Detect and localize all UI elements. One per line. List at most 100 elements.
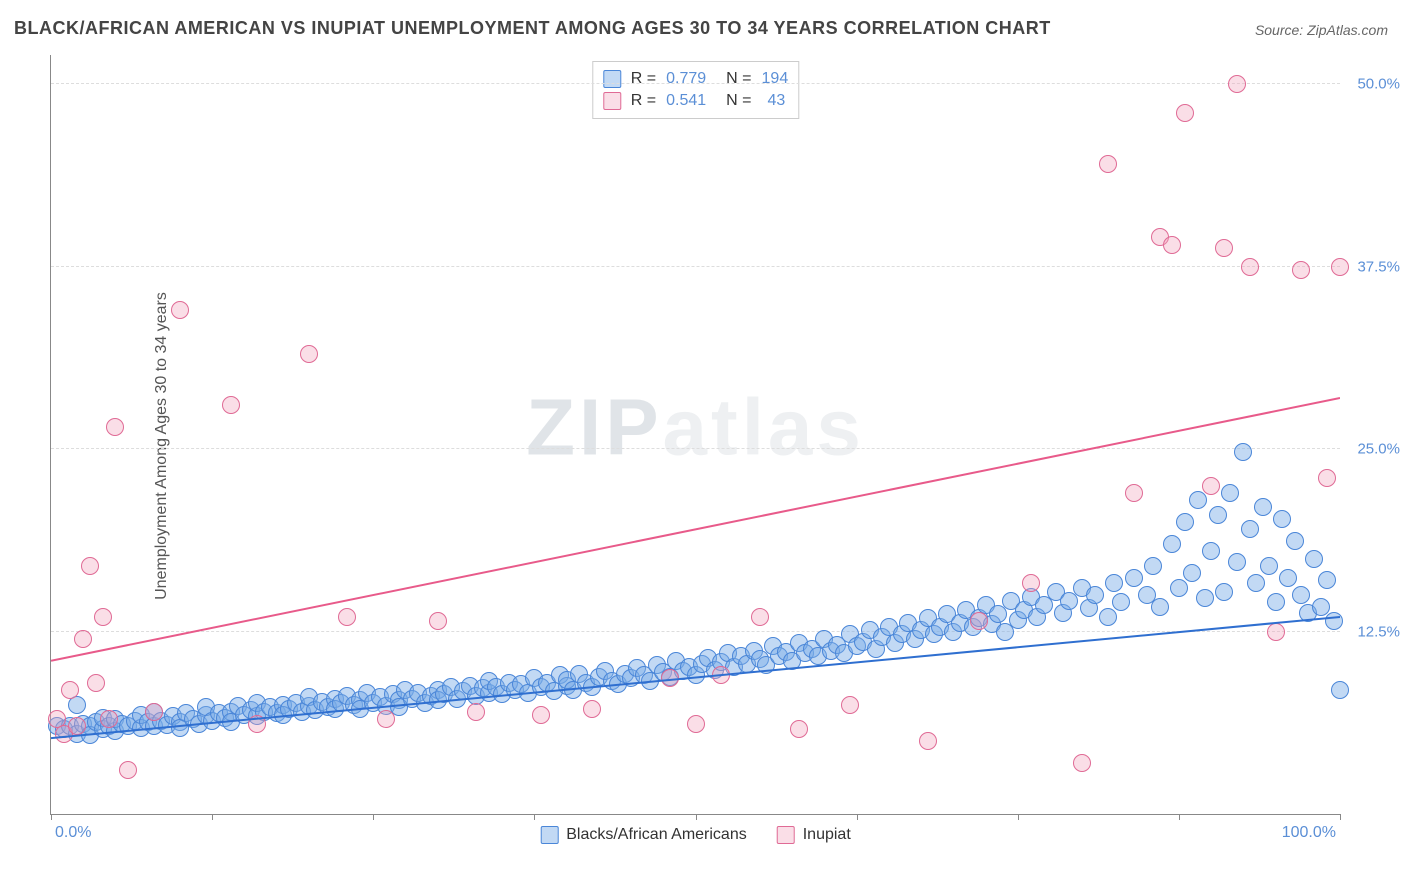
data-point [1151,598,1169,616]
data-point [94,608,112,626]
data-point [1292,261,1310,279]
n-value-1: 194 [762,70,789,88]
data-point [1331,681,1349,699]
data-point [1221,484,1239,502]
data-point [1176,513,1194,531]
data-point [1215,583,1233,601]
legend-label-2: Inupiat [803,826,851,844]
y-tick-label: 12.5% [1357,623,1400,640]
y-tick-label: 37.5% [1357,258,1400,275]
data-point [1105,574,1123,592]
data-point [429,612,447,630]
data-point [661,669,679,687]
data-point [919,732,937,750]
data-point [1247,574,1265,592]
data-point [583,700,601,718]
data-point [1234,443,1252,461]
n-label-1: N = [726,70,751,88]
x-tick [373,814,374,820]
x-tick [534,814,535,820]
r-value-2: 0.541 [666,92,706,110]
x-axis-max-label: 100.0% [1282,824,1336,842]
data-point [1189,491,1207,509]
data-point [1267,623,1285,641]
x-tick [1018,814,1019,820]
data-point [81,557,99,575]
data-point [467,703,485,721]
x-tick [696,814,697,820]
data-point [1279,569,1297,587]
data-point [338,608,356,626]
r-label-1: R = [631,70,656,88]
stats-row-2: R = 0.541 N = 43 [603,90,788,112]
data-point [61,681,79,699]
data-point [1170,579,1188,597]
data-point [1318,571,1336,589]
data-point [1099,608,1117,626]
data-point [1183,564,1201,582]
source-attribution: Source: ZipAtlas.com [1255,22,1388,38]
x-tick [857,814,858,820]
data-point [106,418,124,436]
data-point [790,720,808,738]
x-tick [1179,814,1180,820]
data-point [248,715,266,733]
chart-title: BLACK/AFRICAN AMERICAN VS INUPIAT UNEMPL… [14,18,1051,39]
data-point [1305,550,1323,568]
data-point [1163,236,1181,254]
n-value-2: 43 [768,92,786,110]
gridline [51,266,1340,267]
data-point [1228,553,1246,571]
plot-area: ZIPatlas R = 0.779 N = 194 R = 0.541 N =… [50,55,1340,815]
r-value-1: 0.779 [666,70,706,88]
legend-label-1: Blacks/African Americans [566,826,747,844]
data-point [1254,498,1272,516]
n-label-2: N = [726,92,751,110]
data-point [171,301,189,319]
data-point [1325,612,1343,630]
data-point [1228,75,1246,93]
data-point [100,710,118,728]
x-tick [51,814,52,820]
legend-swatch-blue-icon [540,826,558,844]
data-point [1099,155,1117,173]
data-point [145,703,163,721]
data-point [1112,593,1130,611]
data-point [1125,569,1143,587]
data-point [1202,477,1220,495]
data-point [1176,104,1194,122]
gridline [51,631,1340,632]
data-point [1267,593,1285,611]
data-point [970,612,988,630]
swatch-blue-icon [603,70,621,88]
data-point [1163,535,1181,553]
chart-container: BLACK/AFRICAN AMERICAN VS INUPIAT UNEMPL… [0,0,1406,892]
data-point [1086,586,1104,604]
stats-row-1: R = 0.779 N = 194 [603,68,788,90]
data-point [687,715,705,733]
data-point [68,717,86,735]
data-point [1144,557,1162,575]
data-point [1196,589,1214,607]
y-tick-label: 25.0% [1357,441,1400,458]
data-point [1215,239,1233,257]
trend-line [51,398,1340,661]
y-tick-label: 50.0% [1357,76,1400,93]
data-point [87,674,105,692]
legend: Blacks/African Americans Inupiat [540,826,851,844]
data-point [1286,532,1304,550]
data-point [222,396,240,414]
data-point [1125,484,1143,502]
data-point [1318,469,1336,487]
x-tick [212,814,213,820]
data-point [119,761,137,779]
data-point [1312,598,1330,616]
data-point [1022,574,1040,592]
x-axis-min-label: 0.0% [55,824,91,842]
gridline [51,83,1340,84]
data-point [712,666,730,684]
x-tick [1340,814,1341,820]
watermark-atlas: atlas [663,382,865,471]
data-point [1241,520,1259,538]
legend-swatch-pink-icon [777,826,795,844]
